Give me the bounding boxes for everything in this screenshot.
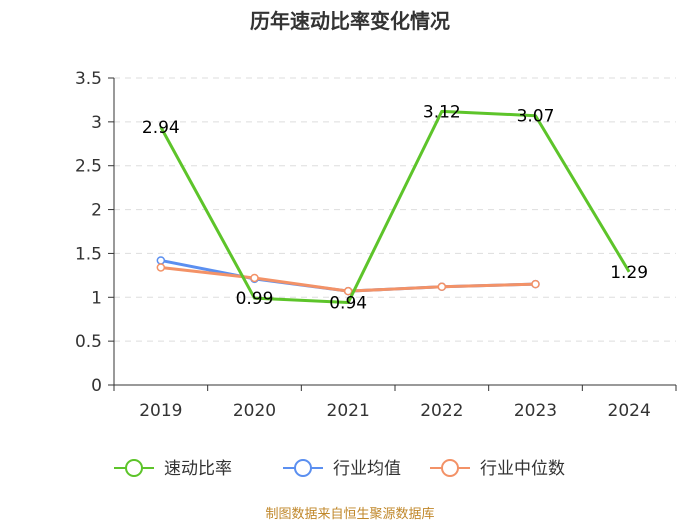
- series-2-point-2020: [250, 273, 259, 283]
- x-tick-label-2022: 2022: [420, 401, 463, 421]
- legend-item-0[interactable]: 速动比率: [114, 459, 232, 479]
- series-line-0: [159, 109, 631, 305]
- data-labels: 2.94 0.99 0.94 3.12 3.07 1.29: [142, 102, 648, 313]
- x-tick-label-2024: 2024: [608, 401, 651, 421]
- legend: 速动比率 行业均值 行业中位数: [114, 459, 565, 479]
- y-tick-label-5: 2.5: [75, 157, 102, 177]
- y-tick-label-1: 0.5: [75, 332, 102, 352]
- y-tick-label-6: 3: [91, 113, 102, 133]
- y-tick-label-0: 0: [91, 376, 102, 396]
- legend-label: 行业中位数: [480, 459, 565, 479]
- data-label-2019: 2.94: [142, 118, 180, 138]
- legend-label: 行业均值: [333, 459, 401, 479]
- series-2-point-2019: [156, 263, 166, 272]
- legend-label: 速动比率: [164, 459, 232, 479]
- series-2-point-2022: [437, 282, 447, 292]
- x-tick-label-2019: 2019: [139, 401, 182, 421]
- chart-title: 历年速动比率变化情况: [250, 9, 450, 33]
- y-tick-label-3: 1.5: [75, 244, 102, 264]
- y-tick-label-4: 2: [91, 201, 102, 221]
- source-note: 制图数据来自恒生聚源数据库: [265, 506, 434, 522]
- data-label-2024: 1.29: [610, 263, 648, 283]
- legend-item-2[interactable]: 行业中位数: [430, 459, 565, 479]
- series-2: [156, 263, 540, 296]
- legend-circle-icon: [441, 459, 459, 477]
- x-tick-label-2023: 2023: [514, 401, 557, 421]
- x-tick-label-2021: 2021: [327, 401, 370, 421]
- data-label-2020: 0.99: [236, 289, 274, 309]
- series-2-point-2021: [343, 286, 353, 296]
- series-group: [156, 109, 631, 305]
- data-label-2023: 3.07: [517, 107, 555, 127]
- legend-item-1[interactable]: 行业均值: [283, 459, 401, 479]
- data-label-2022: 3.12: [423, 102, 461, 122]
- y-tick-label-2: 1: [91, 288, 102, 308]
- x-tick-label-2020: 2020: [233, 401, 276, 421]
- axes: 0 0.5 1 1.5 2 2.5 3 3.5 2019 2020 2021 2022 2023 2024: [75, 69, 677, 421]
- legend-circle-icon: [125, 459, 143, 477]
- legend-circle-icon: [294, 459, 312, 477]
- data-label-2021: 0.94: [329, 294, 367, 314]
- series-0: [159, 109, 631, 305]
- series-2-point-2023: [531, 279, 540, 289]
- series-1-point-2019: [156, 256, 166, 265]
- y-tick-label-7: 3.5: [75, 69, 102, 89]
